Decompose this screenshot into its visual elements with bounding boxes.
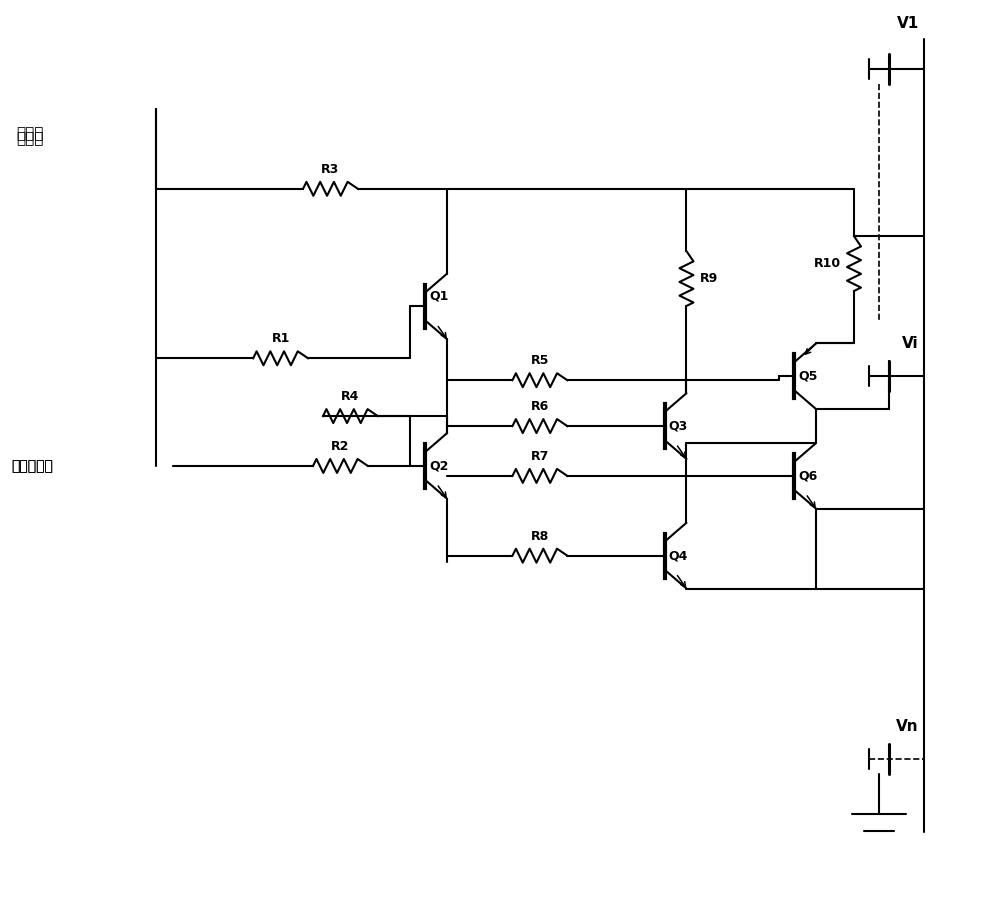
- Text: Q2: Q2: [429, 460, 449, 472]
- Text: R1: R1: [271, 332, 290, 346]
- Text: Q6: Q6: [798, 470, 817, 482]
- Text: R3: R3: [321, 163, 340, 176]
- Text: 电平型指令: 电平型指令: [11, 459, 53, 473]
- Text: R5: R5: [531, 354, 549, 367]
- Text: R7: R7: [531, 450, 549, 463]
- Text: Q1: Q1: [429, 290, 449, 303]
- Text: Q4: Q4: [669, 550, 688, 562]
- Text: 下位机: 下位机: [16, 127, 44, 142]
- Text: 电平型指令: 电平型指令: [11, 459, 53, 473]
- Text: R9: R9: [699, 272, 718, 285]
- Text: R10: R10: [814, 257, 841, 270]
- Text: 下位机: 下位机: [16, 131, 44, 146]
- Text: R8: R8: [531, 530, 549, 542]
- Text: R6: R6: [531, 401, 549, 413]
- Text: Q3: Q3: [669, 419, 688, 433]
- Text: Vi: Vi: [902, 337, 919, 351]
- Text: Vn: Vn: [896, 719, 919, 735]
- Text: V1: V1: [897, 16, 919, 31]
- Text: Q5: Q5: [798, 370, 818, 383]
- Text: R4: R4: [341, 390, 360, 403]
- Text: R2: R2: [331, 440, 350, 453]
